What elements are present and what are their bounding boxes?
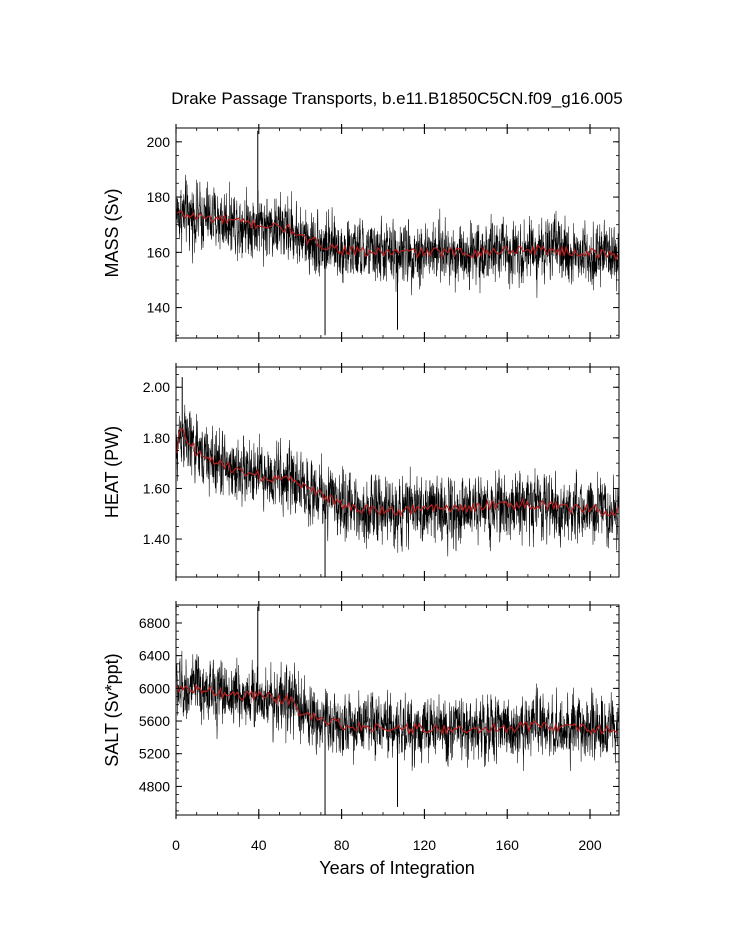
plot-frame	[175, 366, 620, 578]
x-tick-label: 0	[172, 837, 180, 853]
y-tick-label: 4800	[139, 778, 170, 794]
y-tick-label: 200	[147, 134, 171, 150]
figure-title: Drake Passage Transports, b.e11.B1850C5C…	[171, 89, 622, 108]
panel-0: 140 160 180 200 MASS (Sv)	[102, 124, 620, 342]
smoothed-series-line	[176, 683, 619, 736]
y-tick-label: 6000	[139, 680, 170, 696]
y-tick-label: 1.80	[143, 430, 170, 446]
x-tick-label: 80	[334, 837, 350, 853]
plot-frame	[175, 127, 620, 339]
y-axis-label: MASS (Sv)	[102, 188, 122, 277]
y-tick-label: 1.60	[143, 480, 170, 496]
x-tick-label: 40	[251, 837, 267, 853]
y-axis-label: HEAT (PW)	[102, 426, 122, 518]
y-axis-label: SALT (Sv*ppt)	[102, 653, 122, 766]
panel-1: 1.40 1.60 1.80 2.00 HEAT (PW)	[102, 363, 620, 581]
y-tick-label: 160	[147, 244, 171, 260]
y-tick-label: 6800	[139, 615, 170, 631]
x-axis-label: Years of Integration	[319, 858, 474, 878]
y-tick-label: 1.40	[143, 531, 170, 547]
y-tick-label: 5200	[139, 746, 170, 762]
smoothed-series-line	[176, 427, 619, 518]
raw-series-line	[176, 404, 619, 557]
y-tick-label: 5600	[139, 713, 170, 729]
y-tick-label: 140	[147, 300, 171, 316]
y-tick-label: 2.00	[143, 379, 170, 395]
panels-group: 140 160 180 200 MASS (Sv) 1.40 1.60 1.80 2.00 HEA…	[102, 124, 620, 853]
y-tick-label: 6400	[139, 648, 170, 664]
x-tick-label: 160	[496, 837, 520, 853]
x-tick-label: 200	[578, 837, 602, 853]
x-tick-label: 120	[413, 837, 437, 853]
smoothed-series-line	[176, 210, 619, 262]
panel-2: 4800 5200 5600 6000 6400 6800 0 40 80 120 160 200 SA…	[102, 601, 620, 853]
y-tick-label: 180	[147, 189, 171, 205]
plot-frame	[175, 604, 620, 816]
